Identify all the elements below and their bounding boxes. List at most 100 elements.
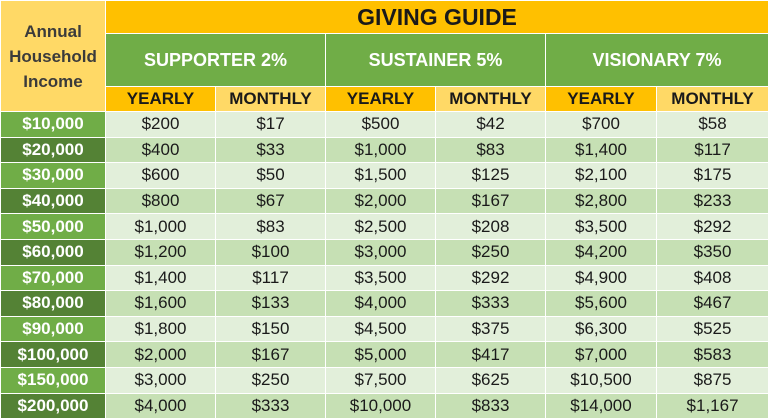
amount-cell: $800 [106,188,216,214]
row-label: Annual Household Income [1,1,106,112]
data-row: $90,000$1,800$150$4,500$375$6,300$525 [1,316,768,342]
amount-cell: $600 [106,163,216,189]
amount-cell: $7,000 [546,342,657,368]
data-row: $200,000$4,000$333$10,000$833$14,000$1,1… [1,393,768,419]
amount-cell: $2,500 [326,214,436,240]
amount-cell: $467 [657,291,768,317]
amount-cell: $2,000 [106,342,216,368]
amount-cell: $4,000 [106,393,216,419]
amount-cell: $250 [436,239,546,265]
amount-cell: $125 [436,163,546,189]
amount-cell: $10,500 [546,367,657,393]
amount-cell: $1,200 [106,239,216,265]
amount-cell: $1,167 [657,393,768,419]
amount-cell: $100 [216,239,326,265]
amount-cell: $375 [436,316,546,342]
income-cell: $20,000 [1,137,106,163]
data-row: $50,000$1,000$83$2,500$208$3,500$292 [1,214,768,240]
data-row: $30,000$600$50$1,500$125$2,100$175 [1,163,768,189]
amount-cell: $50 [216,163,326,189]
data-row: $40,000$800$67$2,000$167$2,800$233 [1,188,768,214]
income-cell: $150,000 [1,367,106,393]
data-row: $20,000$400$33$1,000$83$1,400$117 [1,137,768,163]
amount-cell: $333 [436,291,546,317]
amount-cell: $700 [546,112,657,138]
income-cell: $200,000 [1,393,106,419]
amount-cell: $233 [657,188,768,214]
data-row: $150,000$3,000$250$7,500$625$10,500$875 [1,367,768,393]
amount-cell: $83 [436,137,546,163]
amount-cell: $500 [326,112,436,138]
amount-cell: $2,000 [326,188,436,214]
amount-cell: $625 [436,367,546,393]
group-header: VISIONARY 7% [546,34,768,87]
column-header: MONTHLY [216,87,326,112]
amount-cell: $7,500 [326,367,436,393]
amount-cell: $875 [657,367,768,393]
amount-cell: $400 [106,137,216,163]
amount-cell: $3,000 [326,239,436,265]
amount-cell: $525 [657,316,768,342]
column-header: MONTHLY [436,87,546,112]
amount-cell: $1,400 [546,137,657,163]
data-row: $80,000$1,600$133$4,000$333$5,600$467 [1,291,768,317]
group-header: SUPPORTER 2% [106,34,326,87]
amount-cell: $417 [436,342,546,368]
amount-cell: $1,400 [106,265,216,291]
data-row: $60,000$1,200$100$3,000$250$4,200$350 [1,239,768,265]
amount-cell: $42 [436,112,546,138]
amount-cell: $10,000 [326,393,436,419]
amount-cell: $5,600 [546,291,657,317]
group-row: SUPPORTER 2%SUSTAINER 5%VISIONARY 7% [1,34,768,87]
amount-cell: $3,000 [106,367,216,393]
amount-cell: $4,900 [546,265,657,291]
amount-cell: $4,000 [326,291,436,317]
amount-cell: $1,000 [326,137,436,163]
amount-cell: $167 [436,188,546,214]
amount-cell: $408 [657,265,768,291]
amount-cell: $292 [657,214,768,240]
amount-cell: $175 [657,163,768,189]
amount-cell: $2,100 [546,163,657,189]
amount-cell: $833 [436,393,546,419]
amount-cell: $1,000 [106,214,216,240]
amount-cell: $4,500 [326,316,436,342]
amount-cell: $1,500 [326,163,436,189]
income-cell: $70,000 [1,265,106,291]
amount-cell: $5,000 [326,342,436,368]
column-header: YEARLY [106,87,216,112]
data-row: $70,000$1,400$117$3,500$292$4,900$408 [1,265,768,291]
income-cell: $40,000 [1,188,106,214]
amount-cell: $292 [436,265,546,291]
amount-cell: $117 [216,265,326,291]
amount-cell: $117 [657,137,768,163]
amount-cell: $14,000 [546,393,657,419]
group-header: SUSTAINER 5% [326,34,546,87]
amount-cell: $2,800 [546,188,657,214]
amount-cell: $583 [657,342,768,368]
amount-cell: $67 [216,188,326,214]
amount-cell: $250 [216,367,326,393]
income-cell: $80,000 [1,291,106,317]
amount-cell: $133 [216,291,326,317]
amount-cell: $6,300 [546,316,657,342]
amount-cell: $350 [657,239,768,265]
amount-cell: $33 [216,137,326,163]
amount-cell: $17 [216,112,326,138]
amount-cell: $150 [216,316,326,342]
amount-cell: $3,500 [546,214,657,240]
amount-cell: $1,800 [106,316,216,342]
amount-cell: $58 [657,112,768,138]
income-cell: $90,000 [1,316,106,342]
data-row: $10,000$200$17$500$42$700$58 [1,112,768,138]
data-row: $100,000$2,000$167$5,000$417$7,000$583 [1,342,768,368]
amount-cell: $167 [216,342,326,368]
income-cell: $30,000 [1,163,106,189]
title: GIVING GUIDE [106,1,768,34]
amount-cell: $200 [106,112,216,138]
amount-cell: $4,200 [546,239,657,265]
amount-cell: $3,500 [326,265,436,291]
